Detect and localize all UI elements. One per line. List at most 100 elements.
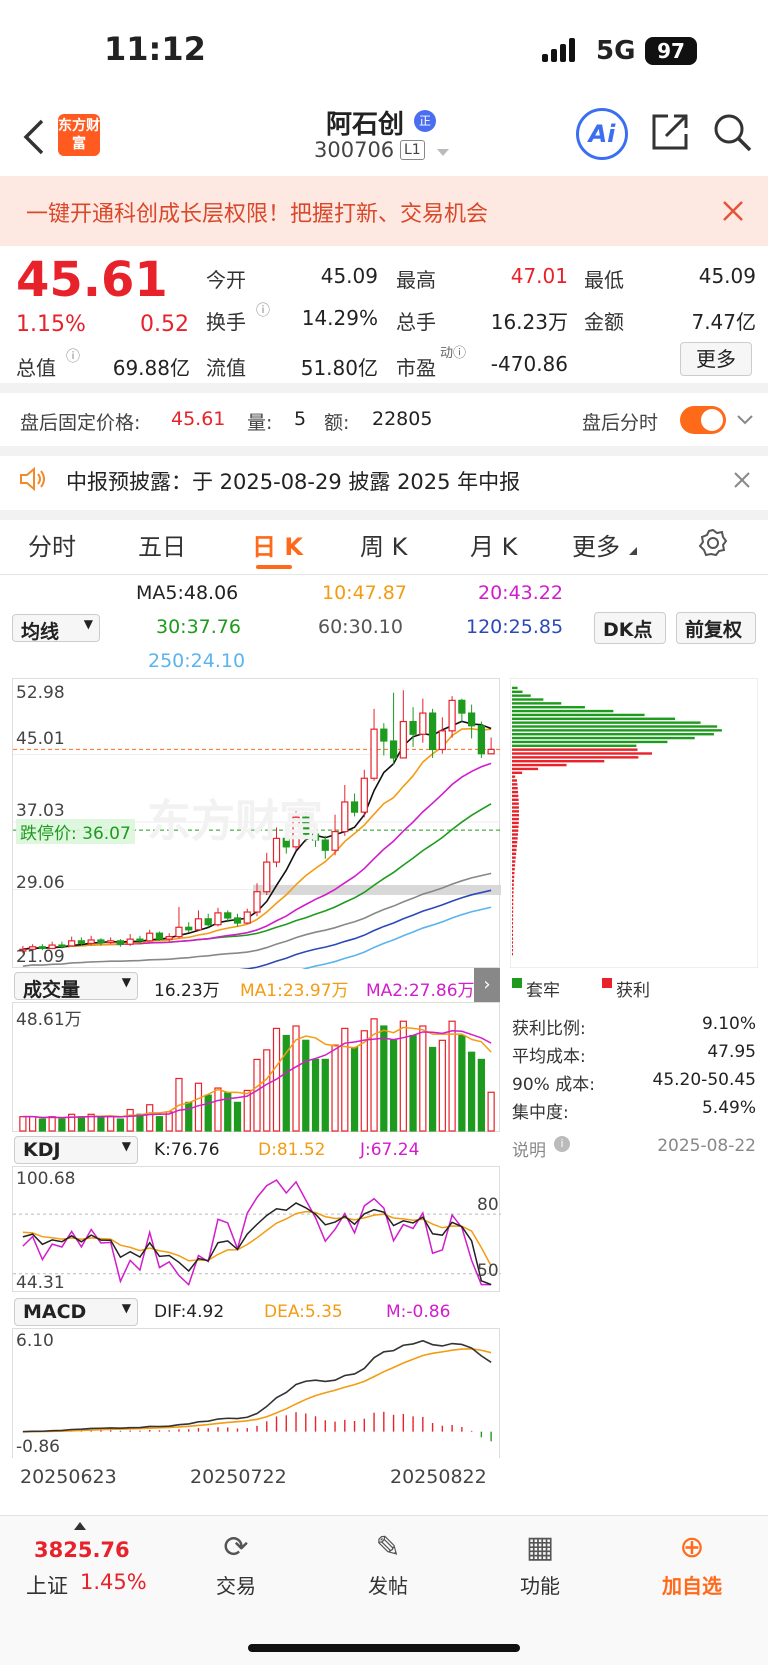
chip-bar-profit — [512, 902, 514, 906]
dk-point-button[interactable]: DK点 — [594, 612, 666, 644]
tab-daily-k[interactable]: 日 K — [252, 533, 303, 561]
tab-more[interactable]: 更多 — [572, 533, 620, 561]
settings-icon[interactable] — [698, 528, 728, 558]
chip-bar-profit — [512, 798, 519, 801]
amount-label: 金额 — [584, 310, 624, 334]
verified-icon: 正 — [414, 110, 436, 132]
back-icon[interactable] — [22, 118, 46, 156]
kdj-level-80: 80 — [477, 1195, 499, 1215]
edit-icon[interactable]: ✎ — [375, 1530, 401, 1565]
pe-label: 市盈 — [396, 356, 436, 380]
volume-bar — [487, 1091, 495, 1132]
info-icon[interactable]: ⓘ — [256, 303, 270, 319]
adjust-button[interactable]: 前复权 — [676, 612, 756, 644]
macd-panel[interactable]: 6.10 -0.86 — [12, 1328, 500, 1458]
share-icon[interactable] — [650, 112, 690, 152]
chevron-down-icon[interactable] — [736, 414, 754, 426]
candle-body — [146, 932, 154, 942]
chip-bar-trap — [512, 736, 695, 740]
legend-trap: 套牢 — [526, 981, 560, 1001]
kdj-panel[interactable]: 100.68 44.31 80 50 — [12, 1166, 501, 1293]
amount-value: 7.47亿 — [691, 310, 756, 334]
macd-m: M:-0.86 — [386, 1302, 451, 1322]
candle-body — [487, 748, 495, 755]
volume-value: 16.23万 — [490, 310, 568, 334]
macd-y-bottom: -0.86 — [16, 1437, 60, 1457]
ma-selector[interactable]: 均线 ▼ — [12, 614, 100, 643]
chip-bar-profit — [512, 775, 516, 778]
volume-bar — [146, 1104, 154, 1132]
candle-body — [29, 946, 37, 950]
candle-body — [389, 740, 398, 759]
candle-body — [321, 839, 329, 851]
close-icon[interactable] — [734, 472, 750, 488]
kdj-selector[interactable]: KDJ ▼ — [14, 1136, 138, 1164]
volume-bar — [380, 1025, 388, 1132]
chip-bar-profit — [512, 914, 514, 917]
chevron-down-icon[interactable] — [628, 546, 638, 556]
tab-monthly-k[interactable]: 月 K — [470, 533, 518, 561]
promo-banner[interactable]: 一键开通科创成长层权限！把握打新、交易机会 — [0, 176, 768, 246]
index-value[interactable]: 3825.76 — [34, 1538, 130, 1562]
info-icon[interactable]: ⓘ — [66, 349, 80, 365]
grid-icon[interactable]: ▦ — [525, 1530, 555, 1565]
chevron-down-icon[interactable] — [436, 148, 450, 158]
macd-dif: DIF:4.92 — [154, 1302, 225, 1322]
tab-intraday[interactable]: 分时 — [28, 533, 76, 561]
expand-panel-icon[interactable]: › — [474, 968, 500, 1002]
chip-bar-profit — [512, 844, 517, 848]
add-circle-icon[interactable]: ⊕ — [679, 1530, 705, 1565]
ma5-value: MA5:48.06 — [136, 582, 239, 604]
yuan-cycle-icon[interactable]: ⟳ — [223, 1530, 249, 1565]
chip-bar-profit — [512, 887, 514, 890]
macd-dea: DEA:5.35 — [264, 1302, 343, 1322]
chip-bar-profit — [512, 933, 514, 936]
candle-body — [194, 918, 203, 931]
candle-body — [77, 940, 86, 944]
chip-note-link[interactable]: 说明 — [512, 1141, 546, 1161]
kdj-d: D:81.52 — [258, 1140, 326, 1160]
volume-bar — [428, 1046, 437, 1132]
tab-five-day[interactable]: 五日 — [138, 533, 186, 561]
index-pct[interactable]: 1.45% — [80, 1570, 147, 1594]
close-icon[interactable] — [722, 200, 744, 222]
after-hours-amt-label: 额: — [324, 412, 350, 434]
pe-value: -470.86 — [490, 352, 568, 376]
index-name[interactable]: 上证 — [26, 1574, 68, 1598]
more-button[interactable]: 更多 — [680, 342, 752, 376]
chip-bar-trap — [512, 729, 722, 732]
high-value: 47.01 — [510, 264, 568, 288]
info-icon[interactable]: i — [554, 1136, 570, 1152]
kdj-y-top: 100.68 — [16, 1169, 76, 1189]
chevron-down-icon: ▼ — [121, 1139, 131, 1153]
ai-button[interactable]: Ai — [576, 108, 628, 160]
chip-bar-trap — [512, 725, 718, 728]
tab-add-watchlist[interactable]: 加自选 — [662, 1574, 722, 1598]
chevron-up-icon[interactable] — [74, 1522, 86, 1530]
chip-bar-profit — [512, 925, 514, 929]
kline-panel[interactable]: 东方财富 52.98 45.01 37.03 29.06 21.09 跌停价: … — [12, 678, 501, 969]
tab-functions[interactable]: 功能 — [520, 1574, 560, 1598]
macd-selector[interactable]: MACD ▼ — [14, 1298, 138, 1326]
search-icon[interactable] — [712, 112, 752, 152]
candle-body — [58, 944, 66, 948]
tab-post[interactable]: 发帖 — [368, 1574, 408, 1598]
chip-bar-profit — [512, 871, 515, 875]
volume-panel[interactable]: 48.61万 — [12, 1002, 500, 1132]
level-badge[interactable]: L1 — [400, 140, 425, 160]
date-start: 20250623 — [20, 1466, 117, 1488]
chip-distribution-chart[interactable] — [510, 678, 758, 968]
after-hours-toggle[interactable] — [680, 406, 726, 434]
ma30-value: 30:37.76 — [156, 616, 241, 638]
network-type: 5G — [596, 36, 636, 66]
chip-bar-trap — [512, 740, 668, 744]
volume-selector[interactable]: 成交量 ▼ — [14, 972, 138, 1001]
tab-trade[interactable]: 交易 — [216, 1574, 256, 1598]
ma60-value: 60:30.10 — [318, 616, 403, 638]
candle-body — [97, 939, 105, 944]
chip-bar-profit — [512, 860, 516, 863]
app-logo: 东方财富 — [58, 114, 100, 156]
tab-weekly-k[interactable]: 周 K — [360, 533, 408, 561]
chip-bar-trap — [512, 744, 637, 747]
candle-body — [409, 720, 417, 735]
